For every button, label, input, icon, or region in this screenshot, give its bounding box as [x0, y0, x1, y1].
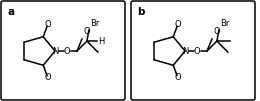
Text: Br: Br — [90, 19, 99, 28]
Text: H: H — [98, 37, 104, 46]
Text: a: a — [8, 7, 15, 17]
Text: O: O — [44, 73, 51, 82]
Text: O: O — [174, 20, 181, 29]
Text: Br: Br — [220, 19, 229, 28]
Text: O: O — [64, 46, 70, 56]
Text: N: N — [182, 46, 188, 56]
Text: O: O — [44, 20, 51, 29]
Text: b: b — [137, 7, 145, 17]
FancyBboxPatch shape — [131, 1, 255, 100]
FancyBboxPatch shape — [1, 1, 125, 100]
Text: O: O — [83, 27, 90, 36]
Text: O: O — [194, 46, 200, 56]
Text: O: O — [174, 73, 181, 82]
Text: O: O — [213, 27, 220, 36]
Text: N: N — [52, 46, 58, 56]
